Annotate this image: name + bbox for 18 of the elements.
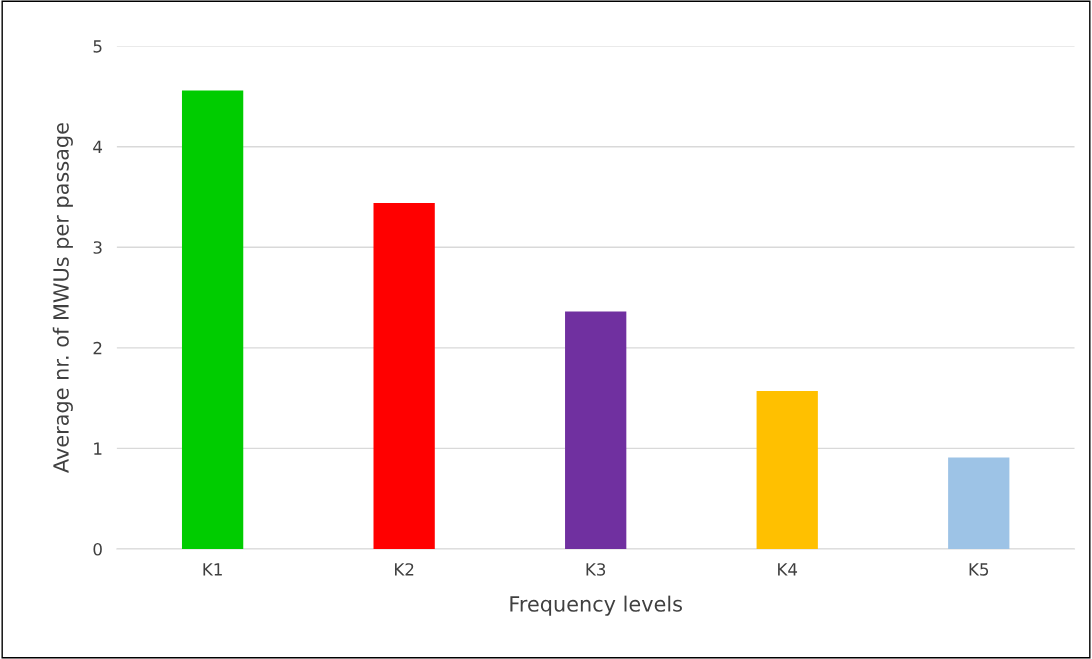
y-axis-title: Average nr. of MWUs per passage — [52, 123, 73, 473]
x-tick-label: K4 — [778, 563, 798, 576]
y-tick-label: 5 — [93, 40, 102, 53]
y-tick-label: 1 — [94, 442, 102, 455]
bar — [373, 203, 435, 549]
x-tick-label: K1 — [203, 563, 222, 576]
y-tick-label: 2 — [93, 341, 102, 355]
x-tick-label: K2 — [395, 563, 414, 576]
x-axis-title: Frequency levels — [510, 595, 682, 616]
bar — [181, 90, 244, 549]
bar — [756, 391, 818, 549]
bar — [565, 311, 627, 549]
y-tick-label: 4 — [93, 140, 103, 154]
bar — [948, 457, 1010, 549]
y-tick-label: 3 — [93, 241, 102, 254]
x-tick-label: K5 — [969, 563, 989, 576]
x-tick-label: K3 — [586, 563, 606, 576]
y-tick-label: 0 — [93, 542, 102, 556]
